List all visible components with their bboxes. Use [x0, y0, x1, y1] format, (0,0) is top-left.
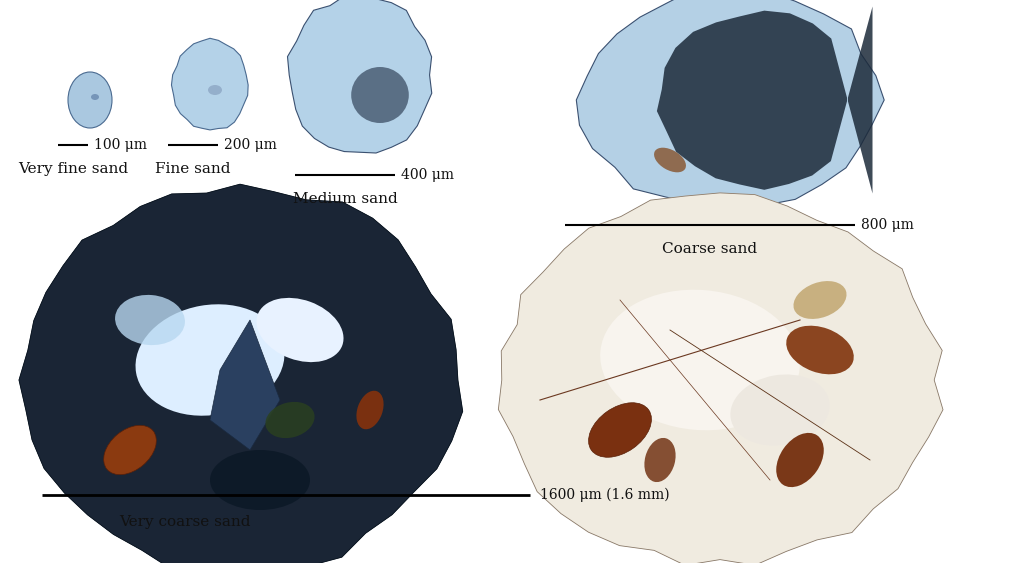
Ellipse shape	[351, 67, 409, 123]
Ellipse shape	[256, 298, 343, 362]
Ellipse shape	[208, 85, 222, 95]
Ellipse shape	[103, 426, 157, 475]
Ellipse shape	[600, 290, 800, 430]
Ellipse shape	[68, 72, 112, 128]
Polygon shape	[171, 38, 248, 130]
Ellipse shape	[739, 155, 760, 185]
Polygon shape	[288, 0, 432, 153]
Ellipse shape	[135, 304, 285, 415]
Polygon shape	[577, 0, 884, 208]
Polygon shape	[18, 184, 463, 563]
Text: Fine sand: Fine sand	[156, 162, 230, 176]
Ellipse shape	[91, 94, 99, 100]
Text: Medium sand: Medium sand	[293, 192, 397, 206]
Ellipse shape	[115, 295, 185, 345]
Ellipse shape	[644, 438, 676, 482]
Ellipse shape	[589, 403, 651, 457]
Text: 100 μm: 100 μm	[94, 138, 147, 152]
Polygon shape	[210, 320, 280, 450]
Ellipse shape	[794, 281, 847, 319]
Ellipse shape	[356, 391, 384, 429]
Text: 400 μm: 400 μm	[401, 168, 454, 182]
Text: Very fine sand: Very fine sand	[18, 162, 128, 176]
Ellipse shape	[776, 433, 823, 487]
Text: 200 μm: 200 μm	[224, 138, 276, 152]
Ellipse shape	[265, 402, 314, 438]
Polygon shape	[656, 7, 872, 194]
Text: Very coarse sand: Very coarse sand	[119, 515, 251, 529]
Ellipse shape	[730, 374, 829, 445]
Ellipse shape	[210, 450, 310, 510]
Text: Coarse sand: Coarse sand	[663, 242, 758, 256]
Ellipse shape	[786, 326, 854, 374]
Polygon shape	[498, 193, 943, 563]
Text: 800 μm: 800 μm	[861, 218, 913, 232]
Ellipse shape	[654, 148, 686, 172]
Text: 1600 μm (1.6 mm): 1600 μm (1.6 mm)	[540, 488, 670, 502]
